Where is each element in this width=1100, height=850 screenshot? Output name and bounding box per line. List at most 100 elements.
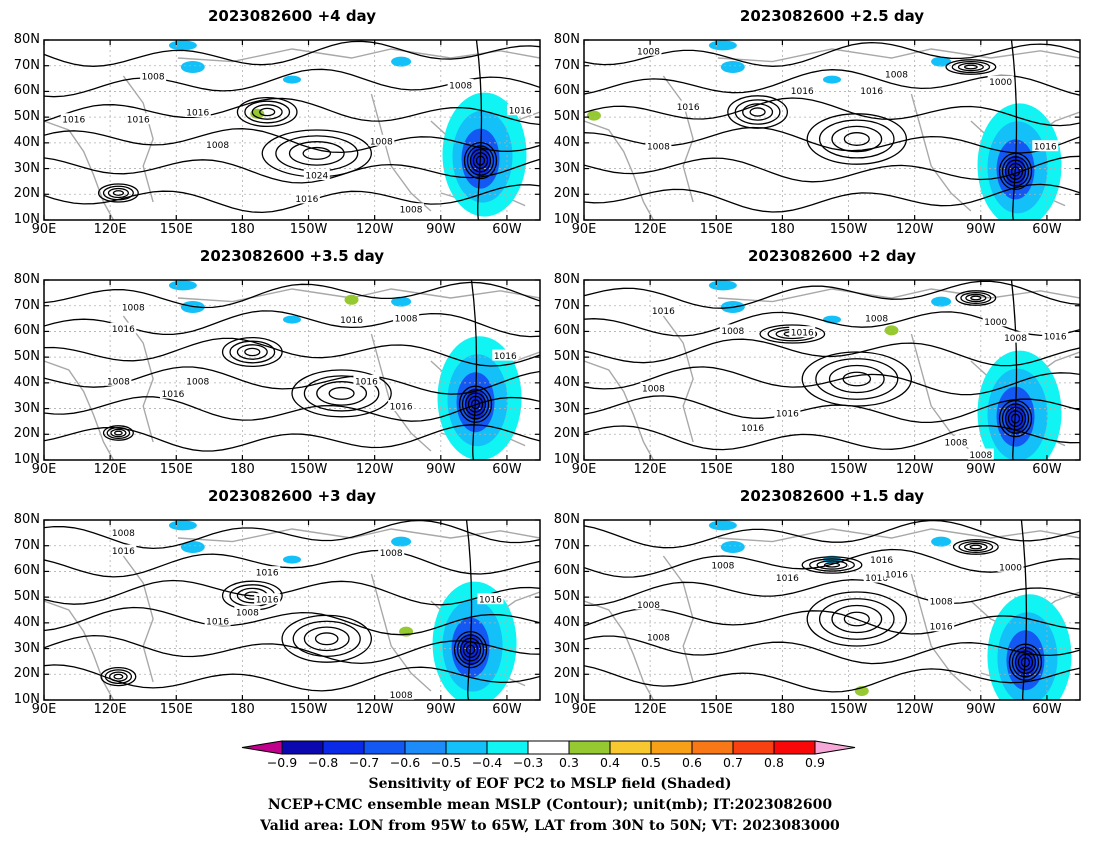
- map-frame: [43, 39, 541, 221]
- coastline: [122, 75, 154, 203]
- contour-label: 1008: [395, 314, 418, 324]
- contour-label: 1016: [494, 352, 517, 362]
- latitude-label: 10N: [553, 212, 580, 227]
- latitude-label: 10N: [553, 692, 580, 707]
- coastline: [122, 315, 154, 443]
- contour-label: 1008: [206, 141, 229, 151]
- closed-isobar: [759, 324, 826, 344]
- closed-isobar: [302, 146, 332, 160]
- closed-isobar: [303, 375, 380, 412]
- coastline: [910, 93, 972, 212]
- contour-label: 1016: [865, 574, 888, 584]
- contour-label: 1016: [1034, 143, 1057, 153]
- colorbar-tick-label: −0.7: [348, 755, 380, 770]
- contour-label-bg: [338, 313, 365, 325]
- contour-label-bg: [159, 387, 186, 399]
- contour-label-bg: [140, 70, 167, 81]
- latitude-label: 80N: [13, 272, 40, 287]
- contour-label-bg: [928, 595, 955, 606]
- sensitivity-patch: [708, 280, 737, 291]
- contour-label: 1016: [791, 329, 814, 339]
- isobar-contour: [1010, 280, 1018, 460]
- positive-sensitivity-patch: [344, 294, 359, 305]
- contour-label-bg: [184, 374, 211, 386]
- latitude-label: 50N: [13, 349, 40, 365]
- colorbar-segment: [650, 740, 693, 755]
- colorbar-tick-label: −0.5: [430, 755, 462, 770]
- colorbar-low-arrow: [241, 740, 283, 755]
- closed-isobar: [806, 113, 908, 165]
- latitude-label: 50N: [13, 109, 40, 125]
- isobar-contour: [584, 41, 1080, 67]
- longitude-label: 90W: [426, 702, 456, 717]
- closed-isobar: [259, 107, 276, 117]
- isobar-contour: [44, 337, 540, 367]
- latitude-label: 70N: [553, 297, 580, 313]
- contour-label-bg: [645, 631, 672, 642]
- latitude-label: 40N: [13, 134, 40, 150]
- panel-title-3: 2023082600 +3.5 day: [199, 247, 385, 265]
- latitude-label: 50N: [553, 589, 580, 605]
- isobar-contour: [584, 366, 1080, 396]
- latitude-label: 80N: [553, 32, 580, 47]
- longitude-label: 150W: [289, 222, 328, 237]
- contour-label: 1008: [1004, 334, 1027, 344]
- coastline: [717, 528, 1080, 543]
- latitude-label: 40N: [13, 374, 40, 390]
- isobar-contour: [44, 520, 540, 550]
- latitude-label: 70N: [13, 297, 40, 313]
- longitude-label: 150W: [829, 462, 868, 477]
- contour-label-bg: [645, 140, 672, 152]
- isobar-contour: [44, 396, 540, 422]
- contour-label: 1016: [791, 87, 814, 97]
- contour-label-bg: [987, 75, 1014, 87]
- closed-isobar: [109, 671, 128, 682]
- colorbar-tick-label: 0.3: [559, 755, 579, 770]
- contour-label-bg: [353, 374, 380, 386]
- colorbar-tick-label: −0.4: [471, 755, 503, 770]
- closed-isobar: [244, 100, 291, 124]
- latitude-label: 50N: [553, 349, 580, 365]
- closed-isobar: [221, 336, 283, 368]
- sensitivity-patch: [931, 536, 952, 547]
- caption-line-1: Sensitivity of EOF PC2 to MSLP field (Sh…: [368, 776, 732, 792]
- map-panel-4: 1016 1008 1016 1008 1000 1008 1016 1008 1016 1016…: [583, 279, 1081, 461]
- contour-label-bg: [105, 374, 132, 386]
- longitude-label: 150W: [829, 222, 868, 237]
- closed-isobar: [104, 669, 133, 684]
- closed-isobar: [314, 632, 339, 646]
- longitude-label: 90W: [966, 222, 996, 237]
- contour-label-bg: [393, 311, 420, 323]
- contour-label: 1016: [127, 116, 150, 126]
- latitude-label: 20N: [13, 426, 40, 442]
- contour-label: 1008: [380, 549, 403, 559]
- isobar-contour: [1010, 40, 1018, 220]
- contour-label: 1016: [776, 574, 799, 584]
- contour-label-bg: [863, 311, 890, 323]
- contour-label-bg: [997, 560, 1024, 572]
- latitude-label: 30N: [13, 640, 40, 656]
- contour-label: 1016: [870, 556, 893, 566]
- sensitivity-patch: [720, 61, 745, 73]
- longitude-label: 120W: [355, 702, 394, 717]
- map-content: [44, 520, 540, 700]
- colorbar-segment: [732, 740, 775, 755]
- coastline: [910, 573, 972, 692]
- contour-label: 1008: [142, 73, 165, 83]
- contour-label-bg: [943, 436, 969, 447]
- longitude-label: 150W: [289, 462, 328, 477]
- closed-isobar: [815, 358, 899, 400]
- contour-label-bg: [492, 349, 519, 361]
- latitude-label: 50N: [13, 589, 40, 605]
- contour-label-bg: [774, 407, 801, 419]
- longitude-label: 180: [229, 702, 255, 717]
- colorbar-segment: [404, 740, 447, 755]
- latitude-label: 10N: [13, 212, 40, 227]
- longitude-label: 120W: [895, 222, 934, 237]
- contour-label-bg: [447, 79, 474, 90]
- contour-label-bg: [254, 566, 281, 578]
- map-frame: [583, 519, 1081, 701]
- latitude-label: 10N: [13, 692, 40, 707]
- contour-label: 1008: [370, 137, 393, 147]
- contour-label: 1016: [860, 87, 883, 97]
